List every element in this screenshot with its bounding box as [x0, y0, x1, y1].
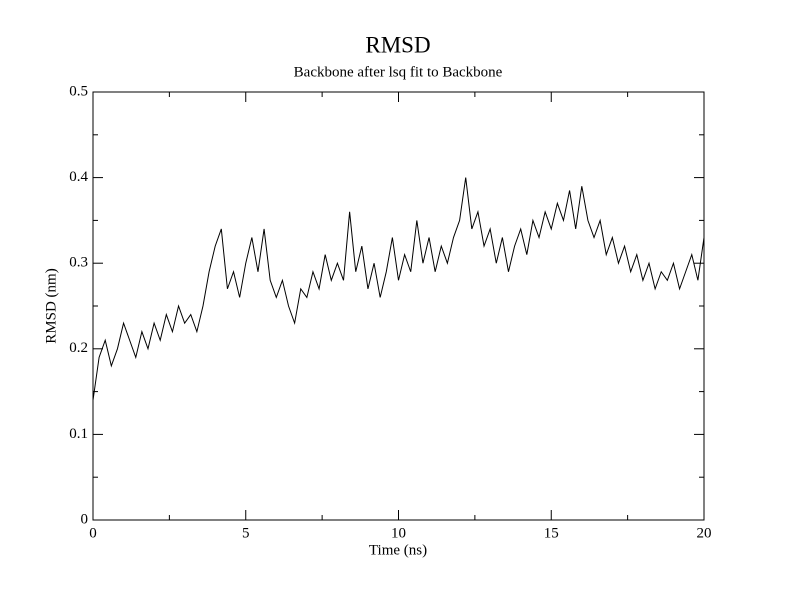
y-tick-label: 0 [81, 511, 89, 527]
chart-subtitle: Backbone after lsq fit to Backbone [294, 64, 503, 80]
x-tick-label: 0 [89, 525, 97, 541]
y-axis-label: RMSD (nm) [43, 268, 59, 343]
x-tick-label: 10 [391, 525, 406, 541]
y-tick-label: 0.3 [69, 255, 88, 271]
data-line [92, 177, 705, 401]
y-tick-label: 0.4 [69, 169, 88, 185]
y-tick-label: 0.1 [69, 426, 88, 442]
chart-title: RMSD [365, 32, 430, 57]
x-tick-label: 20 [697, 525, 712, 541]
x-tick-label: 5 [242, 525, 250, 541]
y-tick-label: 0.5 [69, 83, 88, 99]
x-tick-label: 15 [544, 525, 559, 541]
y-tick-label: 0.2 [69, 340, 88, 356]
x-axis-label: Time (ns) [369, 542, 427, 558]
